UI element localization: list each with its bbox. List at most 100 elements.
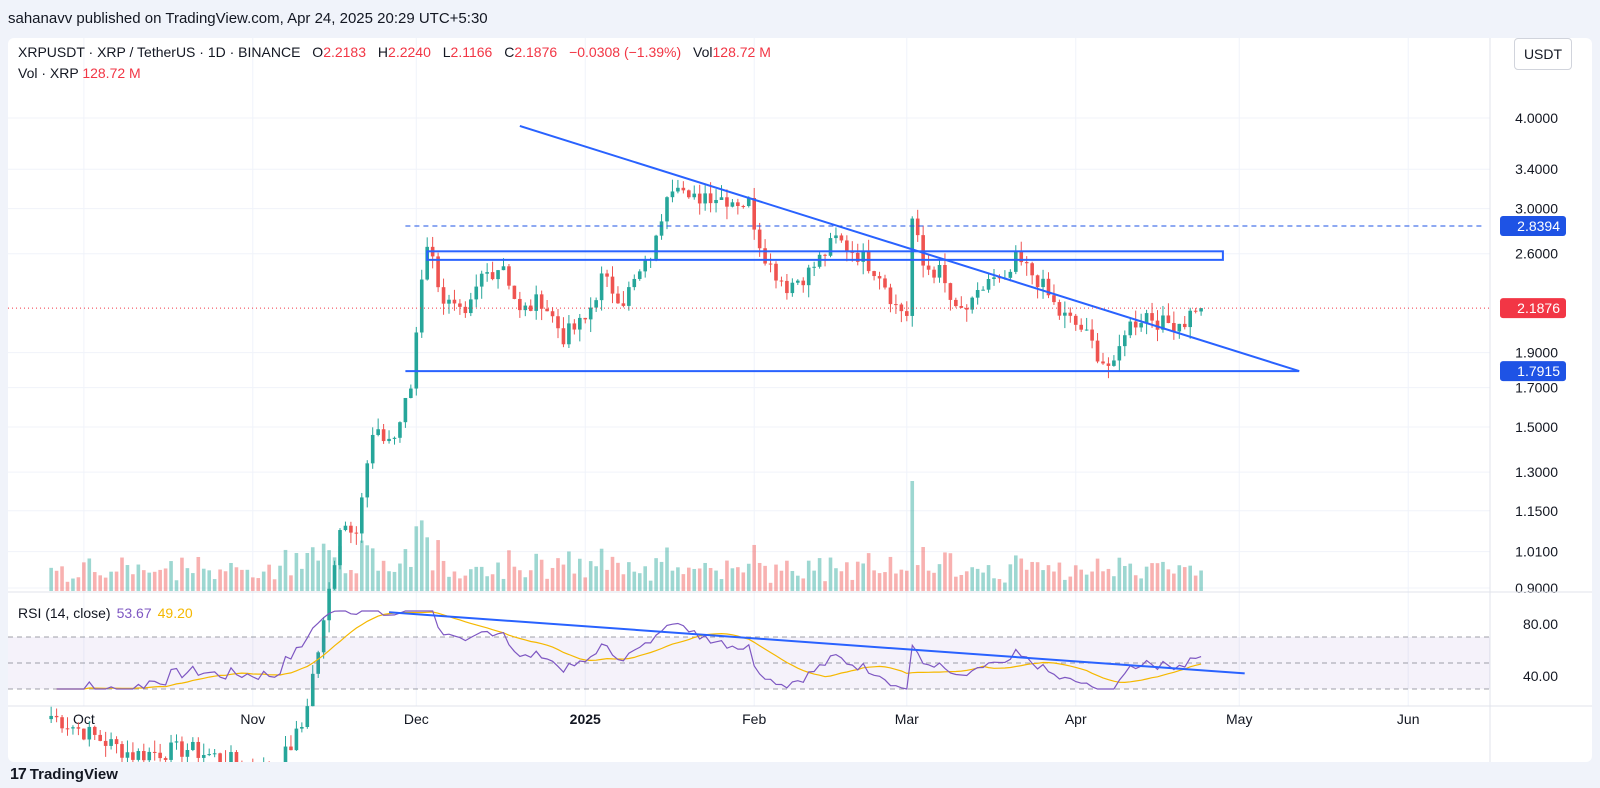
volume-bar: [845, 562, 849, 591]
candle-body: [834, 235, 838, 239]
volume-bar: [894, 573, 898, 591]
volume-bar: [545, 578, 549, 591]
candle-body: [621, 303, 626, 306]
volume-bar: [316, 560, 320, 591]
volume-bar: [278, 565, 282, 591]
volume-bar: [283, 549, 288, 591]
volume-bar: [877, 573, 882, 591]
candle-body: [877, 276, 882, 279]
candle-body: [1030, 263, 1034, 276]
volume-bar: [1123, 565, 1127, 591]
candle-body: [1177, 323, 1182, 332]
candle-body: [964, 307, 969, 310]
volume-bar: [523, 577, 528, 591]
candle-body: [169, 742, 173, 760]
volume-label: Vol: [693, 44, 713, 60]
volume-bar: [556, 558, 560, 591]
candle-body: [370, 434, 375, 464]
candle-body: [583, 317, 588, 320]
volume-bar: [763, 565, 767, 591]
rsi-tick-label: 40.00: [1523, 668, 1558, 684]
volume-bar: [163, 568, 168, 591]
symbol-name[interactable]: XRPUSDT · XRP / TetherUS · 1D · BINANCE: [18, 44, 301, 60]
candle-body: [338, 530, 342, 566]
candle-body: [676, 187, 680, 192]
volume-bar: [452, 571, 457, 591]
candle-body: [523, 305, 528, 311]
volume-bar: [752, 544, 756, 591]
volume-bar: [828, 557, 833, 591]
volume-bar: [1150, 563, 1154, 591]
volume-bar: [736, 567, 740, 591]
candle-body: [937, 265, 942, 278]
candle-body: [387, 438, 391, 442]
volume-bar: [125, 565, 130, 591]
candle-body: [512, 285, 517, 299]
candle-body: [425, 246, 429, 280]
candle-body: [474, 286, 479, 300]
volume-bar: [964, 571, 969, 591]
rsi-label[interactable]: RSI (14, close): [18, 605, 111, 621]
volume-bar: [1199, 570, 1203, 591]
volume-bar: [779, 570, 784, 591]
volume-bar: [310, 547, 315, 591]
candle-body: [1090, 329, 1094, 341]
price-axis-tag-label: 2.1876: [1517, 300, 1560, 316]
candle-body: [518, 298, 522, 311]
volume-bar: [730, 568, 735, 591]
volume-bar: [300, 568, 304, 591]
candle-body: [131, 752, 135, 760]
candle-body: [697, 193, 702, 204]
volume-bar: [180, 557, 184, 591]
volume-bar: [687, 567, 691, 591]
volume-bar: [790, 570, 795, 591]
candle-body: [1166, 315, 1171, 324]
volume-bar: [725, 560, 729, 591]
candle-body: [414, 332, 419, 389]
candle-body: [196, 741, 201, 758]
volume-bar: [207, 570, 211, 591]
candle-body: [1019, 250, 1024, 263]
price-axis-tag-label: 2.8394: [1517, 218, 1560, 234]
candle-body: [763, 248, 767, 264]
volume-bar: [785, 560, 789, 591]
volume-bar: [610, 556, 615, 591]
volume-bar: [1139, 578, 1143, 591]
candle-body: [92, 726, 97, 735]
candle-body: [1172, 323, 1176, 332]
volume-bar: [1030, 561, 1034, 591]
currency-button[interactable]: USDT: [1514, 38, 1572, 70]
footer-brand-name: TradingView: [29, 766, 118, 783]
candle-body: [109, 739, 113, 746]
candle-body: [828, 238, 833, 256]
chart-canvas[interactable]: 4.0000 3.4000 3.0000 2.6000 1.9000 1.7000 1.50…: [8, 38, 1592, 762]
candle-body: [572, 323, 577, 330]
candle-body: [616, 293, 620, 304]
candle-body: [419, 279, 424, 333]
candle-body: [507, 266, 511, 286]
volume-series-label[interactable]: Vol · XRP: [18, 65, 79, 81]
volume-bar: [294, 553, 299, 591]
volume-bar: [1057, 562, 1062, 591]
volume-bar: [349, 570, 353, 591]
candle-body: [665, 197, 669, 222]
publisher-text: sahanavv published on TradingView.com, A…: [8, 10, 488, 27]
publisher-header: sahanavv published on TradingView.com, A…: [0, 0, 1600, 38]
high-value: 2.2240: [388, 44, 431, 60]
volume-bar: [354, 573, 359, 591]
candle-body: [207, 754, 211, 756]
price-tick-label: 2.6000: [1515, 246, 1558, 262]
volume-bar: [518, 570, 522, 591]
footer-brand[interactable]: 17 TradingView: [10, 762, 118, 788]
candle-body: [643, 259, 647, 272]
volume-bar: [49, 567, 53, 591]
volume-bar: [398, 563, 402, 591]
volume-bar: [152, 571, 157, 591]
volume-bar: [267, 564, 271, 591]
candle-body: [289, 746, 293, 751]
candle-body: [790, 282, 795, 294]
candle-body: [932, 269, 936, 278]
candle-body: [872, 271, 876, 277]
candle-body: [463, 306, 468, 314]
candle-body: [741, 206, 746, 208]
